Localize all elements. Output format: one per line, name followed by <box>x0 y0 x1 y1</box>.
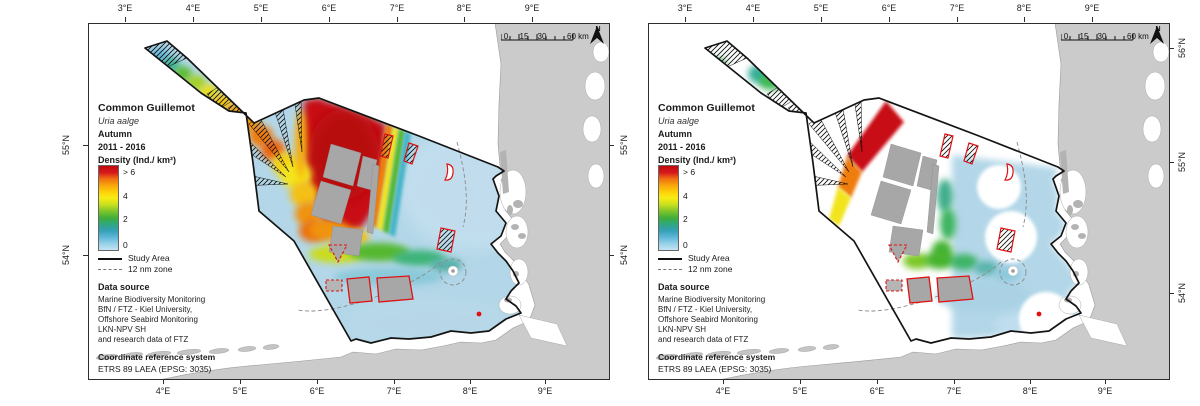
lon-tick-top <box>1092 17 1093 22</box>
scale-tick-15: 15 <box>1079 32 1089 41</box>
map-panel-right: Common Guillemot Uria aalge Autumn 2011 … <box>648 23 1170 380</box>
lon-tick-bottom <box>800 379 801 384</box>
lon-label-top: 4°E <box>185 3 201 13</box>
lon-tick-top <box>464 17 465 22</box>
lon-tick-bottom <box>1105 379 1106 384</box>
lon-label-top: 3°E <box>677 3 693 13</box>
lon-label-bottom: 9°E <box>537 386 553 396</box>
lon-tick-top <box>193 17 194 22</box>
lon-label-top: 4°E <box>745 3 761 13</box>
lat-tick-left <box>83 145 88 146</box>
scale-end-label: 60 km <box>567 32 589 41</box>
map-panel-left: Common Guillemot Uria aalge Autumn 2011 … <box>88 23 610 380</box>
scale-bar: 0 15 30 60 km <box>501 32 593 56</box>
lon-tick-bottom <box>877 379 878 384</box>
lon-label-bottom: 8°E <box>462 386 478 396</box>
lon-label-top: 9°E <box>524 3 540 13</box>
lat-tick-left <box>83 255 88 256</box>
lon-label-bottom: 4°E <box>155 386 171 396</box>
north-arrow-icon <box>1150 26 1164 44</box>
lon-label-bottom: 9°E <box>1097 386 1113 396</box>
lon-label-bottom: 5°E <box>232 386 248 396</box>
lon-label-bottom: 6°E <box>309 386 325 396</box>
lon-tick-top <box>532 17 533 22</box>
lon-tick-bottom <box>163 379 164 384</box>
lon-tick-top <box>889 17 890 22</box>
scale-tick-30: 30 <box>1097 32 1107 41</box>
scale-ruler <box>1061 34 1134 41</box>
north-arrow: N <box>1149 26 1167 56</box>
map-canvas-left <box>89 24 609 379</box>
lat-tick-right <box>1169 293 1174 294</box>
lat-label-right: 55°N <box>1177 151 1187 173</box>
lon-tick-top <box>685 17 686 22</box>
lat-label-middle: 54°N <box>619 244 629 266</box>
lon-tick-top <box>1024 17 1025 22</box>
lon-tick-bottom <box>240 379 241 384</box>
lon-label-bottom: 5°E <box>792 386 808 396</box>
lon-tick-top <box>261 17 262 22</box>
lon-label-top: 8°E <box>1016 3 1032 13</box>
lon-tick-top <box>957 17 958 22</box>
lon-tick-top <box>821 17 822 22</box>
lon-tick-top <box>329 17 330 22</box>
lat-tick-right <box>1169 162 1174 163</box>
lon-tick-top <box>125 17 126 22</box>
scale-ruler <box>501 34 574 41</box>
lon-label-bottom: 4°E <box>715 386 731 396</box>
lon-tick-bottom <box>545 379 546 384</box>
map-canvas-right <box>649 24 1169 379</box>
lon-label-top: 5°E <box>813 3 829 13</box>
north-arrow: N <box>589 26 607 56</box>
lon-tick-bottom <box>317 379 318 384</box>
north-arrow-icon <box>590 26 604 44</box>
lon-label-top: 9°E <box>1084 3 1100 13</box>
scale-tick-0: 0 <box>1063 32 1069 41</box>
lon-label-bottom: 7°E <box>386 386 402 396</box>
lat-label-left: 54°N <box>61 244 71 266</box>
scale-tick-30: 30 <box>537 32 547 41</box>
lon-tick-top <box>753 17 754 22</box>
lat-label-middle: 55°N <box>619 134 629 156</box>
lon-tick-bottom <box>470 379 471 384</box>
lon-label-top: 6°E <box>881 3 897 13</box>
lon-label-top: 7°E <box>949 3 965 13</box>
lon-label-top: 7°E <box>389 3 405 13</box>
lon-tick-bottom <box>954 379 955 384</box>
lon-tick-bottom <box>1030 379 1031 384</box>
lon-label-bottom: 7°E <box>946 386 962 396</box>
lon-tick-bottom <box>394 379 395 384</box>
lon-tick-bottom <box>723 379 724 384</box>
scale-bar: 0 15 30 60 km <box>1061 32 1153 56</box>
lat-label-right: 56°N <box>1177 37 1187 59</box>
lon-label-bottom: 8°E <box>1022 386 1038 396</box>
lat-label-left: 55°N <box>61 134 71 156</box>
lat-tick-middle <box>609 145 614 146</box>
lat-label-right: 54°N <box>1177 282 1187 304</box>
scale-tick-0: 0 <box>503 32 509 41</box>
lon-tick-top <box>397 17 398 22</box>
lon-label-top: 8°E <box>456 3 472 13</box>
lon-label-top: 5°E <box>253 3 269 13</box>
lon-label-top: 3°E <box>117 3 133 13</box>
scale-tick-15: 15 <box>519 32 529 41</box>
lat-tick-middle <box>609 255 614 256</box>
scale-end-label: 60 km <box>1127 32 1149 41</box>
lon-label-bottom: 6°E <box>869 386 885 396</box>
lat-tick-right <box>1169 48 1174 49</box>
lon-label-top: 6°E <box>321 3 337 13</box>
